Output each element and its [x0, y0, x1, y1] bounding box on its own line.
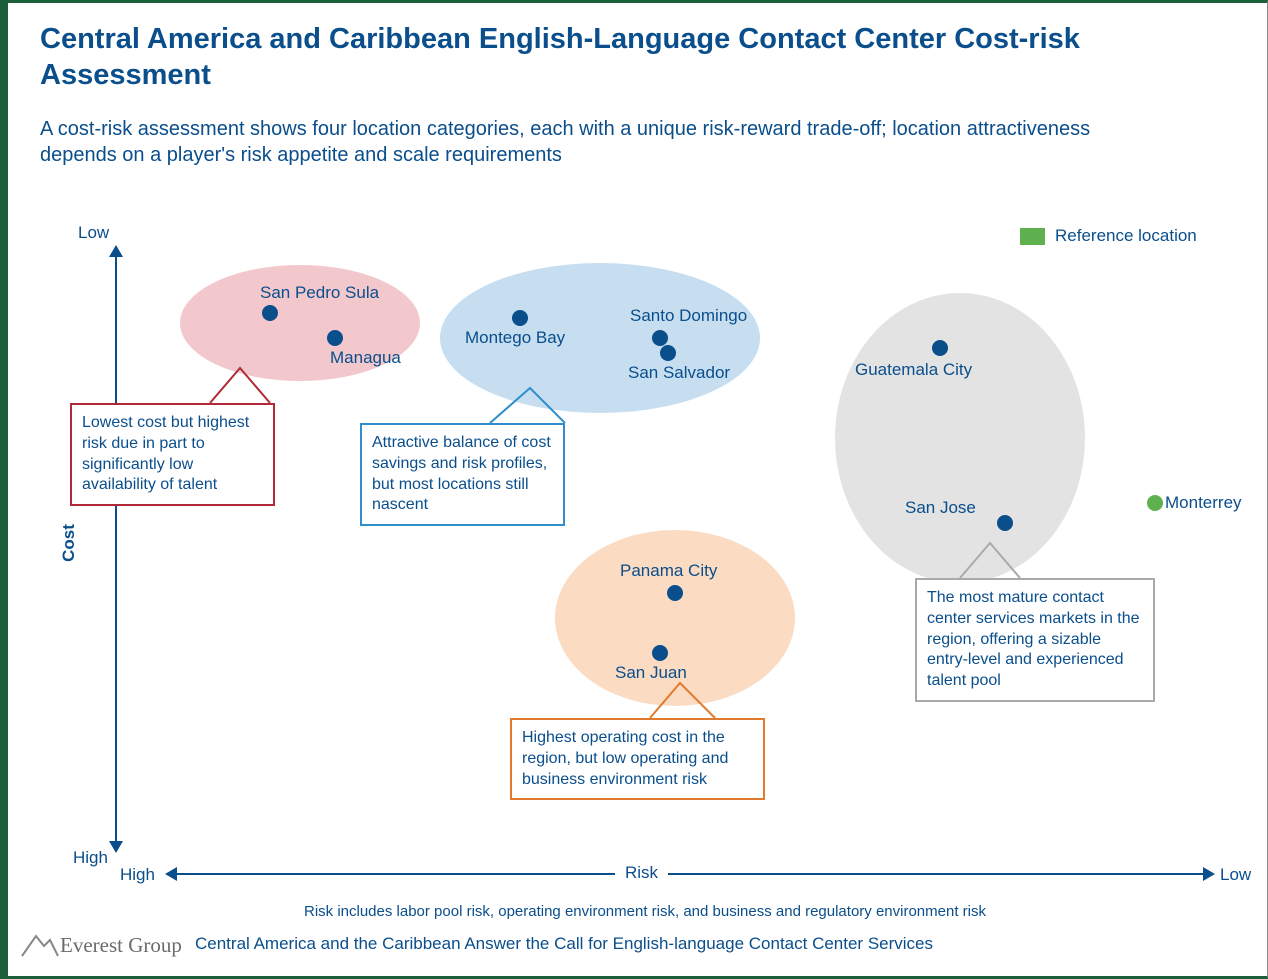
city-label: Monterrey	[1165, 493, 1242, 513]
y-axis-low-label: Low	[78, 223, 109, 243]
x-axis-low-label: Low	[1220, 865, 1251, 885]
city-point	[262, 305, 278, 321]
city-label: Managua	[330, 348, 401, 368]
city-point	[652, 645, 668, 661]
city-point	[512, 310, 528, 326]
page-title: Central America and Caribbean English-La…	[40, 21, 1220, 94]
mountain-icon	[20, 930, 60, 958]
x-axis-title: Risk	[615, 863, 668, 883]
callout-pink: Lowest cost but highest risk due in part…	[70, 403, 275, 506]
y-axis-arrow-down-icon	[109, 841, 123, 853]
y-axis-line	[115, 253, 117, 843]
callout-gray: The most mature contact center services …	[915, 578, 1155, 702]
city-label: Panama City	[620, 561, 717, 581]
city-label: Montego Bay	[465, 328, 565, 348]
city-label: Guatemala City	[855, 360, 972, 380]
legend-swatch	[1020, 228, 1045, 245]
city-point	[997, 515, 1013, 531]
city-label: San Juan	[615, 663, 687, 683]
x-axis-note: Risk includes labor pool risk, operating…	[60, 903, 1230, 920]
x-axis-line	[175, 873, 1205, 875]
city-label: Santo Domingo	[630, 306, 747, 326]
chart-area: Reference location Low High Cost High Lo…	[60, 223, 1230, 873]
page-subtitle: A cost-risk assessment shows four locati…	[40, 116, 1140, 168]
city-point	[660, 345, 676, 361]
city-label: San Pedro Sula	[260, 283, 379, 303]
city-point	[667, 585, 683, 601]
page-accent-bar	[0, 3, 8, 976]
brand-logo: Everest Group	[20, 930, 182, 958]
city-label: San Salvador	[628, 363, 730, 383]
callout-blue: Attractive balance of cost savings and r…	[360, 423, 565, 526]
city-point	[932, 340, 948, 356]
footer-report-title: Central America and the Caribbean Answer…	[195, 934, 933, 954]
city-label: San Jose	[905, 498, 976, 518]
brand-name: Everest Group	[60, 933, 182, 957]
y-axis-title: Cost	[59, 524, 79, 562]
city-point	[652, 330, 668, 346]
legend-label: Reference location	[1055, 226, 1197, 246]
city-point	[327, 330, 343, 346]
callout-orange: Highest operating cost in the region, bu…	[510, 718, 765, 800]
x-axis-high-label: High	[120, 865, 155, 885]
city-point	[1147, 495, 1163, 511]
y-axis-high-label: High	[73, 848, 108, 868]
x-axis-arrow-right-icon	[1203, 867, 1215, 881]
cluster-ellipse-gray	[835, 293, 1085, 583]
